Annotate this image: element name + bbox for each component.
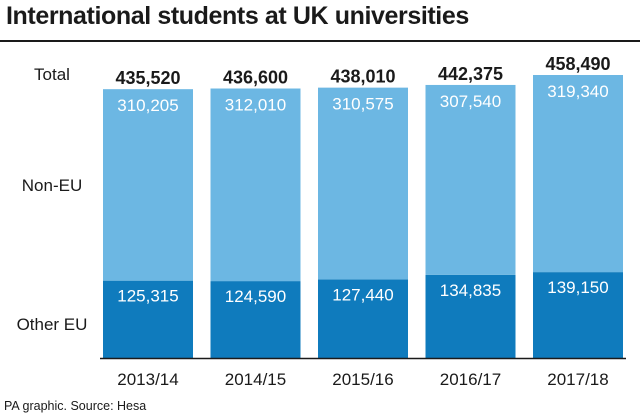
x-tick-label: 2015/16 [332,370,393,389]
non-eu-value-label: 319,340 [547,82,608,101]
non-eu-value-label: 310,205 [117,96,178,115]
total-value-label: 458,490 [545,54,610,74]
bar-other-eu-4 [425,274,516,358]
bar-non-eu-3 [318,87,408,280]
other-eu-value-label: 134,835 [440,281,501,300]
source-note: PA graphic. Source: Hesa [4,399,147,413]
row-label-other-eu: Other EU [17,315,88,334]
bar-other-eu-2 [210,281,301,358]
x-tick-label: 2016/17 [440,370,501,389]
x-tick-label: 2014/15 [225,370,286,389]
x-tick-label: 2017/18 [547,370,608,389]
bar-other-eu-5 [533,272,623,358]
total-value-label: 438,010 [330,67,395,87]
total-value-label: 435,520 [115,68,180,88]
other-eu-value-label: 125,315 [117,287,178,306]
total-value-label: 436,600 [223,68,288,88]
row-label-non-eu: Non-EU [22,176,82,195]
total-value-label: 442,375 [438,64,503,84]
bar-other-eu-1 [103,280,193,358]
x-tick-label: 2013/14 [117,370,178,389]
bar-other-eu-3 [318,279,408,358]
chart-title: International students at UK universitie… [6,2,469,30]
bar-non-eu-5 [533,75,623,273]
bar-non-eu-4 [425,84,516,275]
other-eu-value-label: 139,150 [547,278,608,297]
other-eu-value-label: 127,440 [332,285,393,304]
bar-non-eu-2 [210,88,301,282]
non-eu-value-label: 307,540 [440,92,501,111]
non-eu-value-label: 312,010 [225,96,286,115]
row-label-total: Total [34,65,70,84]
non-eu-value-label: 310,575 [332,95,393,114]
title-rule [0,40,640,42]
other-eu-value-label: 124,590 [225,287,286,306]
bar-non-eu-1 [103,89,193,281]
